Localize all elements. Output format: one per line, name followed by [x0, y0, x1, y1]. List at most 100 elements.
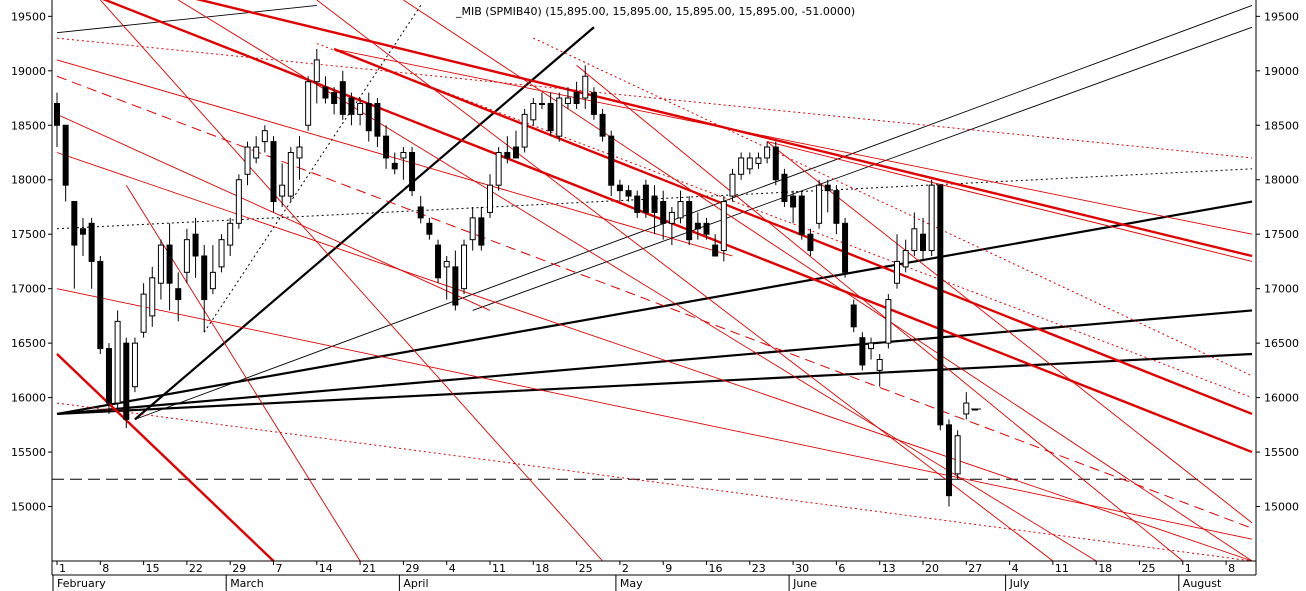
x-tick-label: 9: [665, 562, 672, 575]
x-tick-label: 25: [579, 562, 593, 575]
candle: [608, 130, 615, 197]
candle-body-down: [573, 92, 580, 104]
candle: [954, 430, 961, 480]
candle-body-down: [660, 201, 667, 224]
candle-body-up: [261, 130, 268, 143]
candle-body-up: [218, 239, 225, 268]
candle: [339, 70, 346, 120]
candle: [348, 92, 355, 126]
candle-body-up: [296, 146, 303, 159]
candle-body-up: [868, 342, 875, 350]
candle-body-up: [911, 228, 918, 252]
candle: [235, 174, 242, 229]
y-tick-label-left: 15500: [11, 446, 46, 459]
y-tick-label-right: 19000: [1264, 65, 1299, 78]
candle: [720, 196, 727, 262]
candle-body-up: [729, 173, 736, 197]
candle-body-down: [945, 424, 952, 497]
candle: [383, 125, 390, 169]
candle: [54, 92, 60, 148]
y-tick-label-right: 17500: [1264, 228, 1299, 241]
candle: [322, 76, 329, 104]
candle-body-up: [149, 277, 156, 317]
candle-body-up: [876, 358, 883, 371]
candle: [391, 152, 398, 175]
y-tick-label-right: 15000: [1264, 501, 1299, 514]
trendline-black-thin: [134, 5, 1253, 420]
candle-body-down: [651, 195, 658, 213]
month-label: July: [1009, 577, 1030, 590]
candle: [963, 392, 970, 420]
trendline-red-dotted: [56, 37, 1253, 159]
candle-body-up: [253, 146, 260, 159]
candle: [244, 141, 251, 186]
candle: [668, 206, 675, 246]
candle-body-down: [331, 92, 338, 104]
trendline-red-thin: [403, 0, 1253, 562]
x-tick-label: 14: [319, 562, 333, 575]
trendline-red-dotted: [56, 402, 1253, 562]
y-tick-label-right: 16500: [1264, 337, 1299, 350]
x-tick-label: 1: [1185, 562, 1192, 575]
trendline-black-thick: [56, 352, 1253, 416]
candle-body-down: [686, 201, 693, 241]
candle: [746, 152, 753, 175]
candle: [582, 65, 589, 109]
trendline-red-thin: [767, 141, 1253, 262]
candle: [599, 108, 606, 142]
candle-body-up: [279, 184, 286, 197]
candle: [452, 250, 459, 311]
trendline-red-dotted: [533, 37, 1253, 377]
candle: [928, 179, 935, 256]
trendline-red-thick: [56, 353, 275, 562]
candle-body-up: [538, 102, 545, 105]
candle: [625, 185, 632, 202]
candle-body-down: [478, 217, 485, 246]
trendline-black-thick: [56, 309, 1253, 416]
candle-body-up: [564, 97, 571, 104]
y-tick-label-left: 18500: [11, 119, 46, 132]
candle: [790, 190, 797, 224]
candle-body-down: [62, 124, 69, 186]
candle: [409, 147, 416, 197]
candle-body-down: [339, 81, 346, 115]
candle: [547, 92, 554, 137]
candle: [157, 239, 164, 300]
y-tick-label-right: 16000: [1264, 392, 1299, 405]
candle: [556, 92, 563, 142]
candle: [79, 217, 86, 256]
month-label: February: [57, 577, 106, 590]
candle: [192, 217, 199, 278]
candle-body-down: [833, 190, 840, 224]
candle: [71, 201, 78, 289]
candle: [114, 310, 121, 409]
candle: [149, 266, 156, 327]
candle-body-up: [140, 293, 147, 333]
x-tick-label: 22: [189, 562, 203, 575]
candle-body-down: [417, 206, 424, 219]
candle: [911, 212, 918, 256]
candle: [279, 163, 286, 207]
candle: [894, 234, 901, 289]
trendline-red-thin: [316, 0, 1054, 562]
candle: [538, 92, 545, 109]
y-tick-label-right: 19500: [1264, 10, 1299, 23]
x-tick-label: 4: [449, 562, 456, 575]
candle-body-up: [738, 157, 745, 175]
candle-body-down: [123, 342, 130, 420]
candle: [573, 81, 580, 109]
candle: [478, 206, 485, 251]
candle-body-down: [937, 184, 944, 426]
candle-body-up: [227, 222, 234, 246]
candle-body-down: [642, 184, 649, 213]
candle-body-up: [400, 152, 407, 159]
trendline-red-thin: [576, 65, 1184, 562]
x-tick-label: 13: [882, 562, 896, 575]
candle: [183, 228, 190, 284]
candle-body-down: [175, 288, 182, 301]
candle-body-up: [469, 217, 476, 241]
candle: [772, 141, 779, 186]
candle: [487, 174, 493, 218]
x-tick-label: 21: [362, 562, 376, 575]
candle-body-down: [391, 162, 398, 170]
